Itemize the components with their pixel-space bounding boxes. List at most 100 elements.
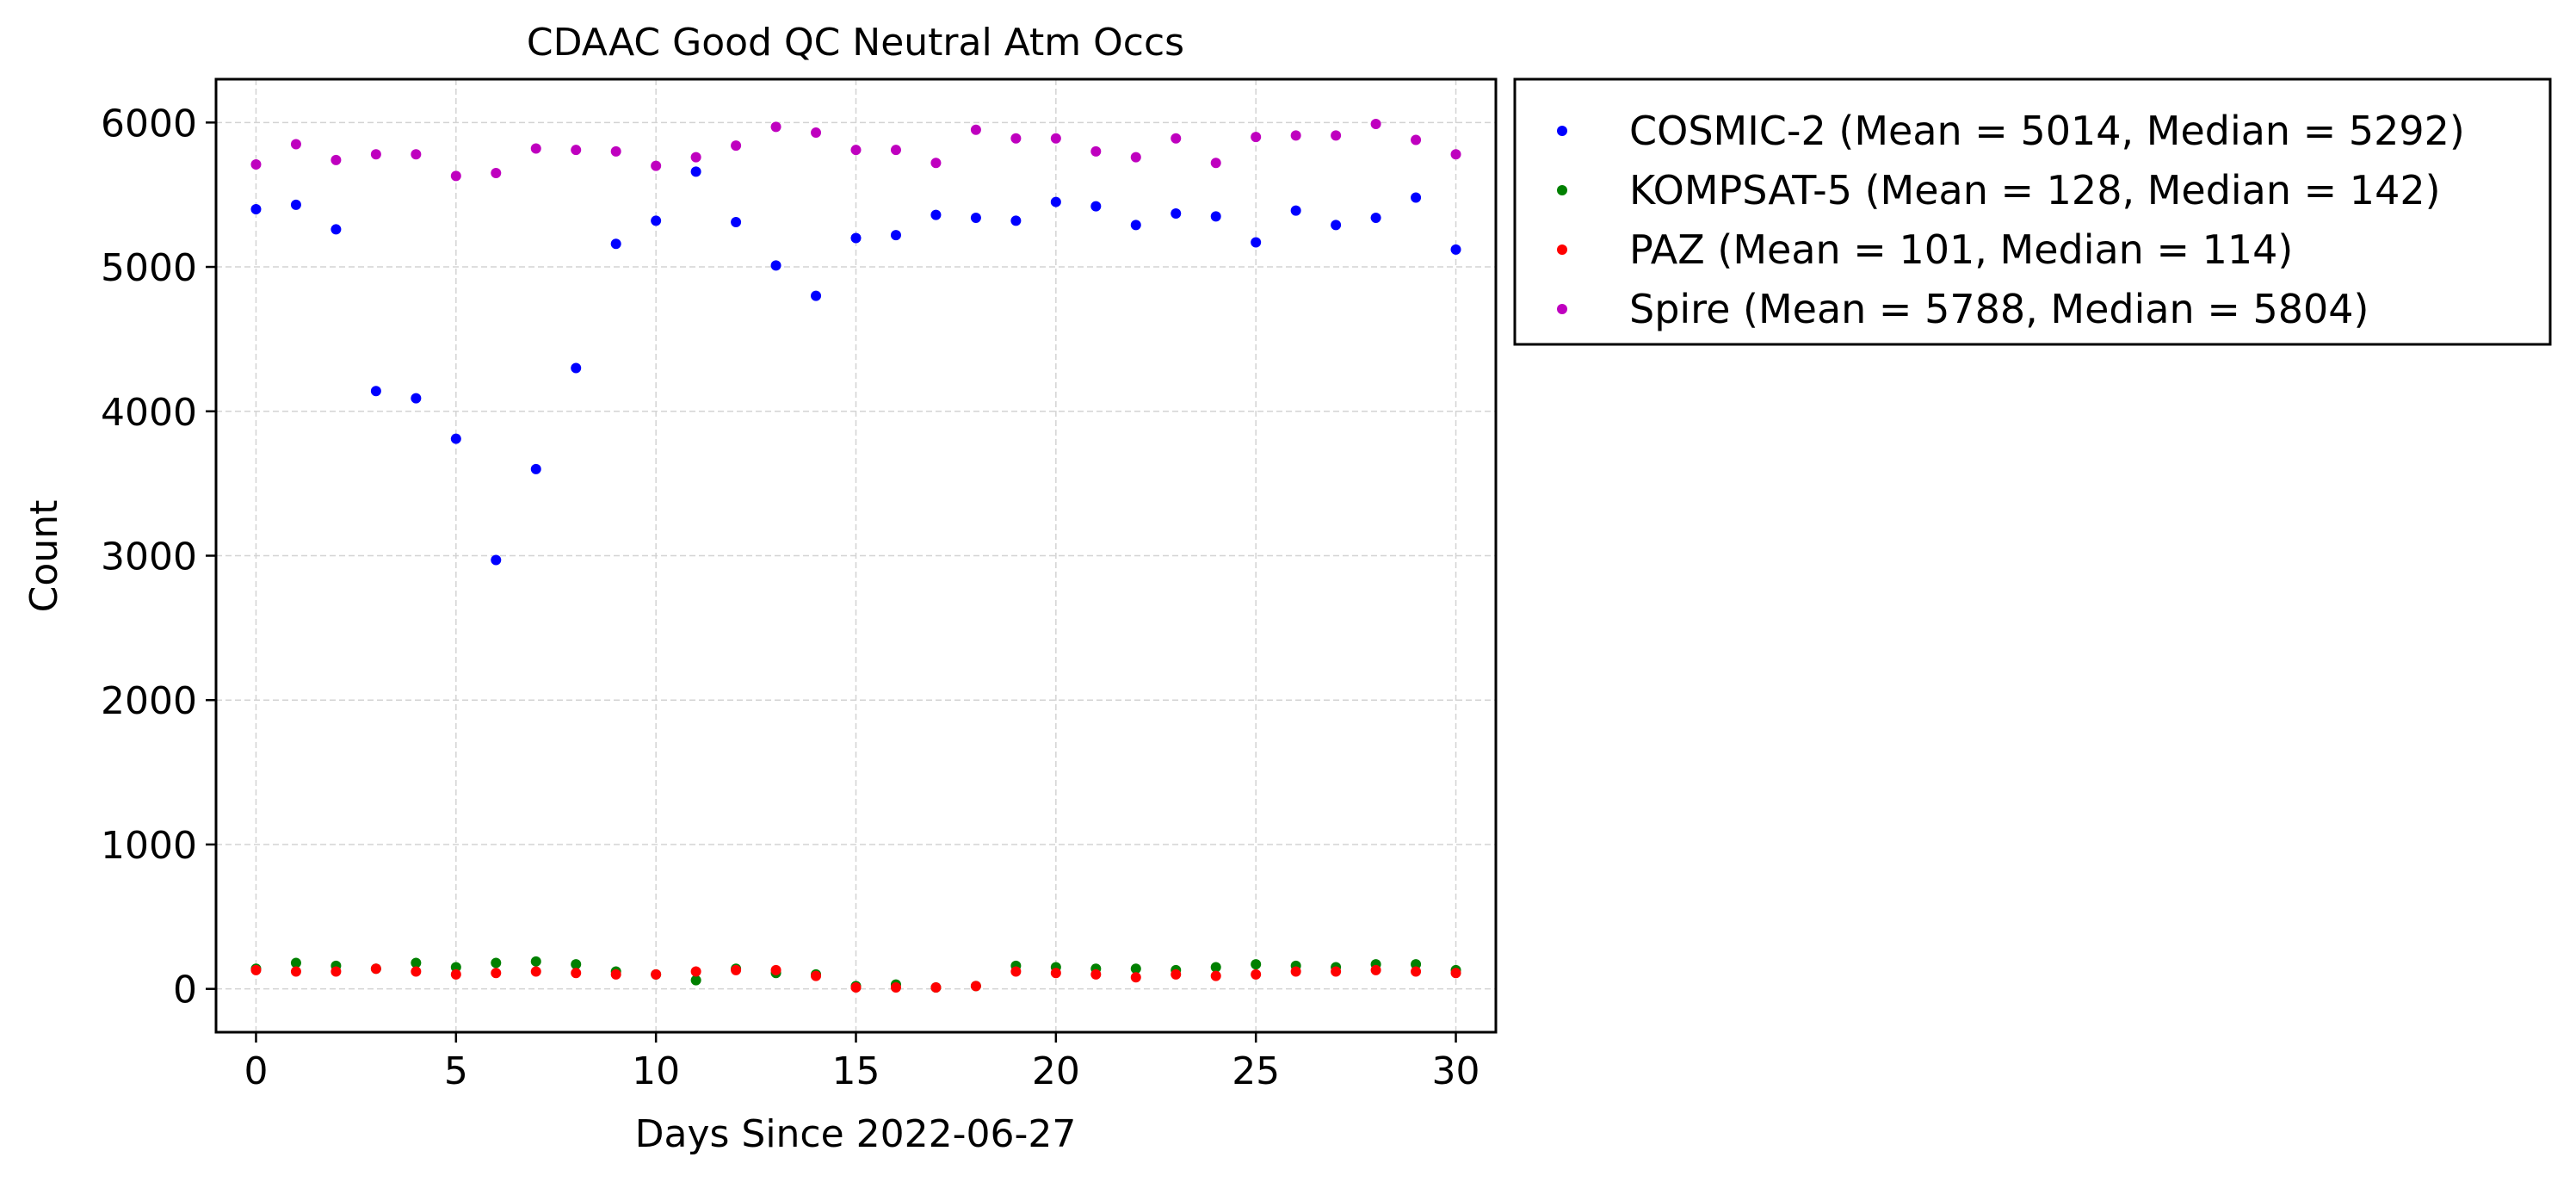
x-tick-label: 10 (632, 1049, 680, 1093)
y-axis-label: Count (22, 500, 66, 613)
data-point (1130, 972, 1141, 983)
data-point (491, 968, 502, 979)
data-point (1290, 205, 1301, 216)
data-point (1210, 962, 1221, 973)
legend-label: COSMIC-2 (Mean = 5014, Median = 5292) (1629, 108, 2465, 154)
data-point (1210, 158, 1221, 169)
data-point (1251, 237, 1262, 248)
data-point (970, 981, 981, 992)
legend-marker (1557, 244, 1567, 255)
data-point (330, 224, 342, 235)
data-point (890, 145, 901, 156)
data-point (850, 232, 862, 244)
data-point (1010, 966, 1022, 977)
data-point (450, 433, 461, 444)
chart-title: CDAAC Good QC Neutral Atm Occs (527, 21, 1184, 65)
data-point (1251, 968, 1262, 980)
data-point (411, 957, 422, 968)
data-point (1050, 968, 1061, 979)
data-point (1010, 133, 1022, 144)
data-point (330, 154, 342, 165)
data-point (530, 463, 541, 474)
data-point (1251, 959, 1262, 970)
data-point (530, 966, 541, 977)
data-point (970, 213, 981, 224)
legend-label: KOMPSAT-5 (Mean = 128, Median = 142) (1629, 167, 2441, 214)
data-point (370, 149, 381, 160)
x-axis-label: Days Since 2022-06-27 (635, 1112, 1077, 1156)
data-point (1411, 959, 1422, 970)
data-point (610, 238, 621, 250)
y-tick-label: 2000 (101, 679, 197, 723)
data-point (811, 290, 822, 301)
data-point (1050, 196, 1061, 207)
data-point (250, 964, 262, 975)
data-point (1450, 149, 1461, 160)
data-point (770, 964, 781, 975)
series-3 (250, 118, 1461, 182)
data-point (1171, 968, 1182, 980)
x-axis: 0 5 10 15 20 25 30 (244, 1032, 1480, 1093)
data-point (1210, 211, 1221, 222)
data-point (1411, 134, 1422, 145)
x-tick-label: 0 (244, 1049, 268, 1093)
data-point (770, 260, 781, 271)
data-point (1331, 966, 1342, 977)
y-tick-label: 0 (173, 968, 197, 1012)
legend-frame (1513, 77, 2552, 346)
data-point (690, 966, 701, 977)
data-point (1370, 118, 1381, 129)
data-point (1290, 130, 1301, 141)
grid (216, 79, 1496, 1032)
data-point (651, 215, 662, 226)
series-2 (250, 963, 1461, 993)
data-point (1411, 192, 1422, 203)
data-point (330, 966, 342, 977)
data-point (491, 168, 502, 179)
data-point (290, 139, 301, 150)
data-point (1370, 964, 1381, 975)
legend-marker (1557, 185, 1567, 195)
x-tick-label: 5 (444, 1049, 468, 1093)
data-point (1450, 244, 1461, 255)
data-point (930, 982, 942, 993)
data-point (411, 966, 422, 977)
data-point (571, 362, 582, 374)
data-point (610, 145, 621, 157)
data-point (850, 982, 862, 993)
y-tick-label: 3000 (101, 535, 197, 579)
data-point (450, 962, 461, 973)
data-point (411, 393, 422, 404)
legend-label: PAZ (Mean = 101, Median = 114) (1629, 226, 2293, 273)
y-tick-label: 6000 (101, 102, 197, 145)
data-point (1331, 220, 1342, 231)
legend-label: Spire (Mean = 5788, Median = 5804) (1629, 286, 2369, 332)
data-point (1090, 201, 1102, 212)
data-point (370, 386, 381, 397)
data-point (651, 968, 662, 980)
data-point (1210, 970, 1221, 981)
data-point (1370, 213, 1381, 224)
data-point (811, 127, 822, 139)
data-point (491, 957, 502, 968)
data-point (811, 970, 822, 981)
y-tick-label: 1000 (101, 824, 197, 868)
y-axis: 0 1000 2000 3000 4000 5000 6000 (101, 102, 216, 1012)
x-tick-label: 20 (1032, 1049, 1080, 1093)
data-point (250, 203, 262, 214)
data-point (731, 217, 742, 228)
data-point (450, 170, 461, 182)
data-point (1130, 220, 1141, 231)
data-point (1090, 145, 1102, 157)
data-point (411, 149, 422, 160)
data-point (1251, 132, 1262, 143)
data-point (1290, 966, 1301, 977)
data-point (530, 956, 541, 967)
data-point (491, 554, 502, 566)
data-point (1450, 968, 1461, 979)
data-point (651, 160, 662, 171)
y-tick-label: 5000 (101, 246, 197, 290)
data-point (731, 964, 742, 975)
data-point (1171, 207, 1182, 219)
